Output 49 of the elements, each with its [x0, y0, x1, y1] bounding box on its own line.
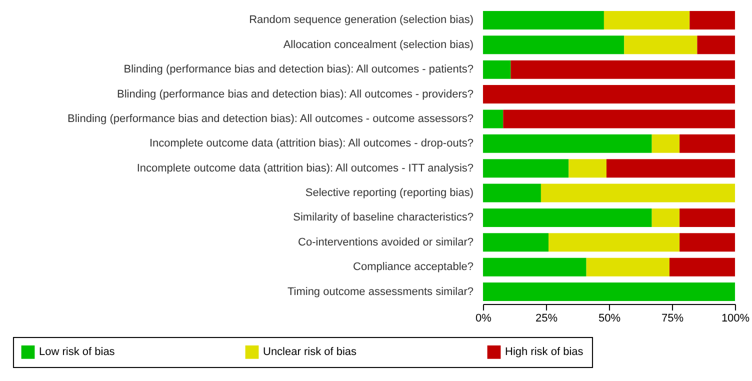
bar [652, 134, 680, 153]
bar [690, 10, 735, 30]
x-tick-label: 75% [661, 312, 684, 324]
y-tick-label: Blinding (performance bias and detection bias): All outcomes - patients? [124, 64, 474, 76]
bar [604, 10, 690, 30]
x-tick-label: 25% [535, 312, 558, 324]
y-tick-label: Blinding (performance bias and detection bias): All outcomes - providers? [117, 88, 474, 100]
bar [540, 184, 735, 202]
y-tick-label: Timing outcome assessments similar? [287, 286, 474, 298]
bar [483, 36, 624, 54]
bar [483, 110, 504, 128]
bar [483, 134, 652, 153]
y-tick-label: Selective reporting (reporting bias) [305, 187, 474, 200]
bar [483, 208, 652, 227]
bar [483, 60, 511, 79]
bar [680, 208, 735, 227]
legend-label: High risk of bias [505, 346, 584, 358]
bar [483, 258, 586, 276]
x-tick-label: 100% [721, 312, 750, 324]
bar [483, 282, 735, 302]
bar [606, 159, 735, 178]
bar [586, 258, 670, 276]
bar [483, 10, 604, 30]
y-tick-label: Compliance acceptable? [353, 261, 474, 274]
x-tick-label: 0% [476, 312, 492, 324]
legend-label: Unclear risk of bias [263, 346, 358, 358]
bar [652, 208, 680, 227]
bar [483, 159, 569, 178]
legend-label: Low risk of bias [39, 346, 116, 358]
bar [624, 36, 698, 54]
bar [483, 233, 549, 252]
bar [483, 85, 735, 104]
y-tick-label: Blinding (performance bias and detection bias): All outcomes - outcome assessors? [68, 112, 474, 125]
y-tick-label: Incomplete outcome data (attrition bias): All outcomes - drop-outs? [149, 138, 474, 150]
bar [503, 110, 735, 128]
bar [568, 159, 606, 178]
bar [548, 233, 680, 252]
bar [669, 258, 735, 276]
y-tick-label: Similarity of baseline characteristics? [293, 212, 474, 224]
y-tick-label: Random sequence generation (selection bias) [249, 14, 474, 26]
bar [697, 36, 735, 54]
bar [680, 233, 735, 252]
x-tick-label: 50% [598, 312, 621, 324]
y-tick-label: Allocation concealment (selection bias) [283, 38, 474, 51]
bar [510, 60, 735, 79]
bar [680, 134, 735, 153]
y-tick-label: Co-interventions avoided or similar? [298, 236, 474, 248]
y-tick-label: Incomplete outcome data (attrition bias): All outcomes - ITT analysis? [136, 162, 474, 174]
bar [483, 184, 541, 202]
